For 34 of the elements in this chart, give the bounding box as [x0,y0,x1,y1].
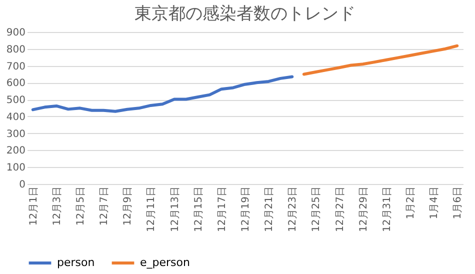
y-tick-label: 600 [6,78,26,90]
x-tick-label: 1月4日 [429,186,440,220]
x-tick-label: 12月29日 [358,186,370,232]
x-tick-label: 12月15日 [193,186,204,232]
x-tick-label: 1月2日 [405,186,416,220]
x-tick-label: 12月7日 [99,186,110,226]
y-tick-label: 700 [6,61,26,72]
y-tick-label: 400 [6,112,26,123]
line-series [31,75,294,113]
legend-label: person [57,256,95,269]
y-tick-label: 800 [6,44,26,56]
x-tick-label: 12月17日 [216,186,228,232]
x-tick-label: 12月13日 [170,186,181,232]
x-tick-label: 12月1日 [28,186,40,226]
y-tick-label: 200 [6,146,26,157]
y-tick-label: 100 [6,162,26,174]
x-tick-label: 12月11日 [146,186,158,232]
chart-title: 東京都の感染者数のトレンド [134,4,356,24]
y-tick-label: 0 [19,180,26,190]
x-tick-label: 12月27日 [334,186,346,232]
line-series [302,44,459,76]
x-tick-label: 12月3日 [52,186,63,226]
x-tick-label: 12月21日 [264,186,276,232]
y-tick-label: 900 [6,28,26,38]
x-tick-label: 12月25日 [311,186,322,232]
x-tick-label: 12月5日 [76,186,87,226]
y-tick-label: 300 [6,128,26,140]
x-tick-label: 12月23日 [288,186,299,232]
y-tick-label: 500 [6,95,26,106]
x-tick-label: 1月6日 [452,186,464,220]
legend-label: e_person [140,256,190,269]
x-tick-label: 12月9日 [122,186,134,226]
x-tick-label: 12月31日 [382,186,393,232]
x-tick-label: 12月19日 [240,186,252,232]
